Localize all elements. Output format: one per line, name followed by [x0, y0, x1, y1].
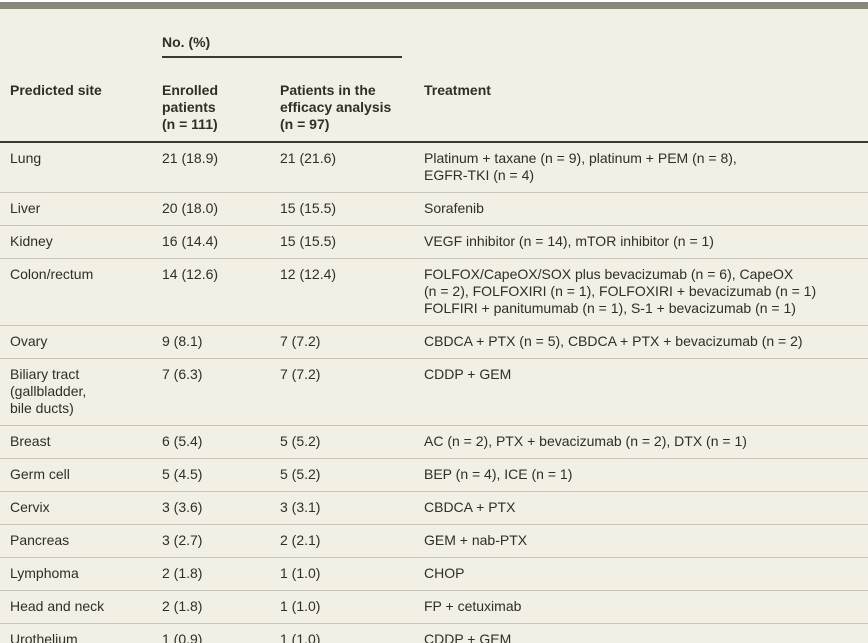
enrolled-cell: 21 (18.9): [162, 150, 219, 166]
efficacy-cell: 7 (7.2): [280, 325, 424, 359]
site-cell: Breast: [0, 425, 162, 459]
table-row: Pancreas 3 (2.7) 2 (2.1) GEM + nab-PTX: [0, 524, 868, 558]
table-row: Colon/rectum 14 (12.6) 12 (12.4) FOLFOX/…: [0, 258, 868, 326]
enrolled-cell: 20 (18.0): [162, 192, 280, 226]
table-body: Lung 21 (18.9) 21 (21.6) Platinum + taxa…: [0, 142, 868, 643]
header-columns-row: Predicted site Enrolled patients (n = 11…: [0, 75, 868, 143]
header-efficacy-patients: Patients in the efficacy analysis (n = 9…: [280, 75, 424, 143]
efficacy-cell: 1 (1.0): [280, 623, 424, 643]
enrolled-cell: 9 (8.1): [162, 325, 280, 359]
treatment-cell: Platinum + taxane (n = 9), platinum + PE…: [424, 150, 737, 183]
enrolled-cell: 6 (5.4): [162, 425, 280, 459]
site-cell: Urothelium: [0, 623, 162, 643]
table-row: Breast 6 (5.4) 5 (5.2) AC (n = 2), PTX +…: [0, 425, 868, 459]
treatment-cell: CHOP: [424, 557, 868, 591]
site-cell: Cervix: [0, 491, 162, 525]
header-spanner-row: No. (%): [0, 9, 868, 75]
table-row: Head and neck 2 (1.8) 1 (1.0) FP + cetux…: [0, 590, 868, 624]
treatment-cell: VEGF inhibitor (n = 14), mTOR inhibitor …: [424, 225, 868, 259]
header-group-cell: No. (%): [162, 9, 424, 75]
treatment-cell: GEM + nab-PTX: [424, 524, 868, 558]
header-group-label: No. (%): [162, 34, 402, 58]
table-row: Ovary 9 (8.1) 7 (7.2) CBDCA + PTX (n = 5…: [0, 325, 868, 359]
table-header: No. (%) Predicted site Enrolled patients…: [0, 9, 868, 143]
table-row: Cervix 3 (3.6) 3 (3.1) CBDCA + PTX: [0, 491, 868, 525]
treatment-cell: FOLFOX/CapeOX/SOX plus bevacizumab (n = …: [424, 258, 868, 326]
enrolled-cell: 7 (6.3): [162, 358, 280, 426]
efficacy-cell: 15 (15.5): [280, 192, 424, 226]
efficacy-cell: 3 (3.1): [280, 491, 424, 525]
table-row: Germ cell 5 (4.5) 5 (5.2) BEP (n = 4), I…: [0, 458, 868, 492]
treatment-cell: CBDCA + PTX: [424, 491, 868, 525]
enrolled-cell: 3 (2.7): [162, 524, 280, 558]
treatment-cell: CDDP + GEM: [424, 358, 868, 426]
enrolled-cell: 2 (1.8): [162, 590, 280, 624]
treatment-cell: CDDP + GEM: [424, 623, 868, 643]
efficacy-cell: 15 (15.5): [280, 225, 424, 259]
header-treatment: Treatment: [424, 75, 868, 143]
treatment-table: No. (%) Predicted site Enrolled patients…: [0, 9, 868, 643]
site-cell: Head and neck: [0, 590, 162, 624]
header-spanner-empty: [424, 9, 868, 75]
table-top-rule: [0, 2, 868, 9]
treatment-cell: BEP (n = 4), ICE (n = 1): [424, 458, 868, 492]
table-row: Lymphoma 2 (1.8) 1 (1.0) CHOP: [0, 557, 868, 591]
efficacy-cell: 1 (1.0): [280, 557, 424, 591]
site-cell: Germ cell: [0, 458, 162, 492]
enrolled-cell: 1 (0.9): [162, 623, 280, 643]
treatment-cell: Sorafenib: [424, 192, 868, 226]
site-cell: Pancreas: [0, 524, 162, 558]
site-cell: Kidney: [0, 225, 162, 259]
header-spanner-empty: [0, 9, 162, 75]
site-cell: Liver: [0, 192, 162, 226]
table-row: Liver 20 (18.0) 15 (15.5) Sorafenib: [0, 192, 868, 226]
efficacy-cell: 21 (21.6): [280, 150, 337, 166]
efficacy-cell: 2 (2.1): [280, 524, 424, 558]
treatment-cell: CBDCA + PTX (n = 5), CBDCA + PTX + bevac…: [424, 325, 868, 359]
efficacy-cell: 7 (7.2): [280, 358, 424, 426]
efficacy-cell: 5 (5.2): [280, 425, 424, 459]
efficacy-cell: 12 (12.4): [280, 258, 424, 326]
enrolled-cell: 5 (4.5): [162, 458, 280, 492]
table-row: Urothelium 1 (0.9) 1 (1.0) CDDP + GEM: [0, 623, 868, 643]
enrolled-cell: 3 (3.6): [162, 491, 280, 525]
enrolled-cell: 16 (14.4): [162, 225, 280, 259]
enrolled-cell: 2 (1.8): [162, 557, 280, 591]
table-row: Kidney 16 (14.4) 15 (15.5) VEGF inhibito…: [0, 225, 868, 259]
efficacy-cell: 1 (1.0): [280, 590, 424, 624]
efficacy-cell: 5 (5.2): [280, 458, 424, 492]
site-cell: Lymphoma: [0, 557, 162, 591]
site-cell: Lung: [10, 150, 42, 166]
table-row: Lung 21 (18.9) 21 (21.6) Platinum + taxa…: [0, 142, 868, 193]
header-predicted-site: Predicted site: [0, 75, 162, 143]
header-enrolled-patients: Enrolled patients (n = 111): [162, 75, 280, 143]
table-row: Biliary tract (gallbladder, bile ducts) …: [0, 358, 868, 426]
site-cell: Ovary: [0, 325, 162, 359]
site-cell: Colon/rectum: [0, 258, 162, 326]
enrolled-cell: 14 (12.6): [162, 258, 280, 326]
site-cell: Biliary tract (gallbladder, bile ducts): [0, 358, 162, 426]
treatment-cell: AC (n = 2), PTX + bevacizumab (n = 2), D…: [424, 425, 868, 459]
treatment-cell: FP + cetuximab: [424, 590, 868, 624]
